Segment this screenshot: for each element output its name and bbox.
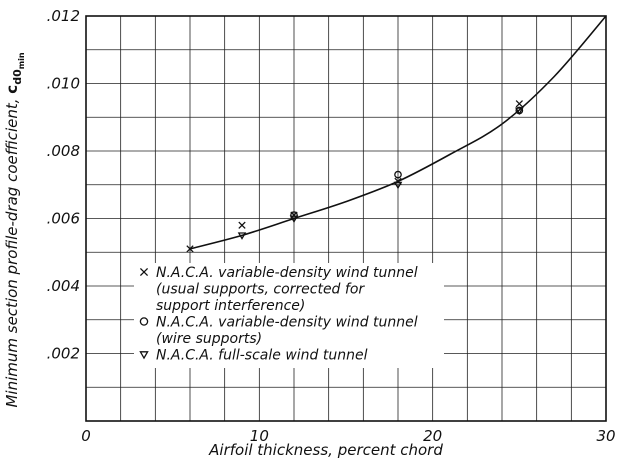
legend-marker-x	[139, 267, 149, 277]
x-tick-label: 30	[596, 427, 615, 445]
x-tick-label: 0	[81, 427, 91, 445]
data-points	[186, 100, 524, 253]
data-point-triangle	[515, 107, 524, 116]
x-axis-label: Airfoil thickness, percent chord	[208, 441, 443, 459]
y-axis-label: Minimum section profile-drag coefficient…	[3, 52, 26, 407]
legend-entry-text: support interference)	[156, 298, 305, 314]
x-tick-label: 10	[250, 427, 269, 445]
x-tick-label: 20	[423, 427, 442, 445]
data-point-x	[186, 245, 194, 253]
legend-background	[134, 263, 444, 368]
plot-frame	[85, 15, 607, 422]
legend-entry-text: N.A.C.A. variable-density wind tunnel	[156, 315, 418, 331]
legend-entry-text: N.A.C.A. full-scale wind tunnel	[156, 348, 368, 364]
data-point-triangle	[237, 232, 247, 240]
y-tick-label: .010	[47, 75, 80, 93]
legend-marker-circle	[139, 317, 149, 326]
legend-marker-triangle	[139, 351, 149, 360]
legend-entry-text: N.A.C.A. variable-density wind tunnel	[156, 265, 418, 281]
y-axis-label-text: Minimum section profile-drag coefficient…	[3, 98, 21, 407]
tick-labels: 0 10 20 30 .002 .004 .006 .008 .010 .012	[47, 7, 616, 445]
data-point-circle	[394, 170, 402, 179]
data-point-triangle	[393, 181, 403, 190]
y-tick-label: .008	[47, 142, 80, 160]
data-point-triangle	[289, 215, 299, 224]
data-point-circle	[290, 211, 298, 219]
data-point-x	[238, 221, 246, 229]
data-point-x	[515, 100, 523, 108]
y-tick-label: .004	[47, 277, 80, 295]
y-axis-sub-subscript: min	[17, 52, 26, 69]
y-axis-symbol: c	[3, 85, 21, 94]
y-tick-label: .002	[47, 345, 80, 363]
legend-entry-text: (wire supports)	[156, 331, 262, 347]
legend: N.A.C.A. variable-density wind tunnel(us…	[134, 263, 444, 368]
y-tick-label: .012	[47, 7, 80, 25]
y-axis-subscript: d0	[11, 69, 24, 85]
y-tick-label: .006	[47, 210, 80, 228]
legend-entry-text: (usual supports, corrected for	[156, 282, 365, 298]
